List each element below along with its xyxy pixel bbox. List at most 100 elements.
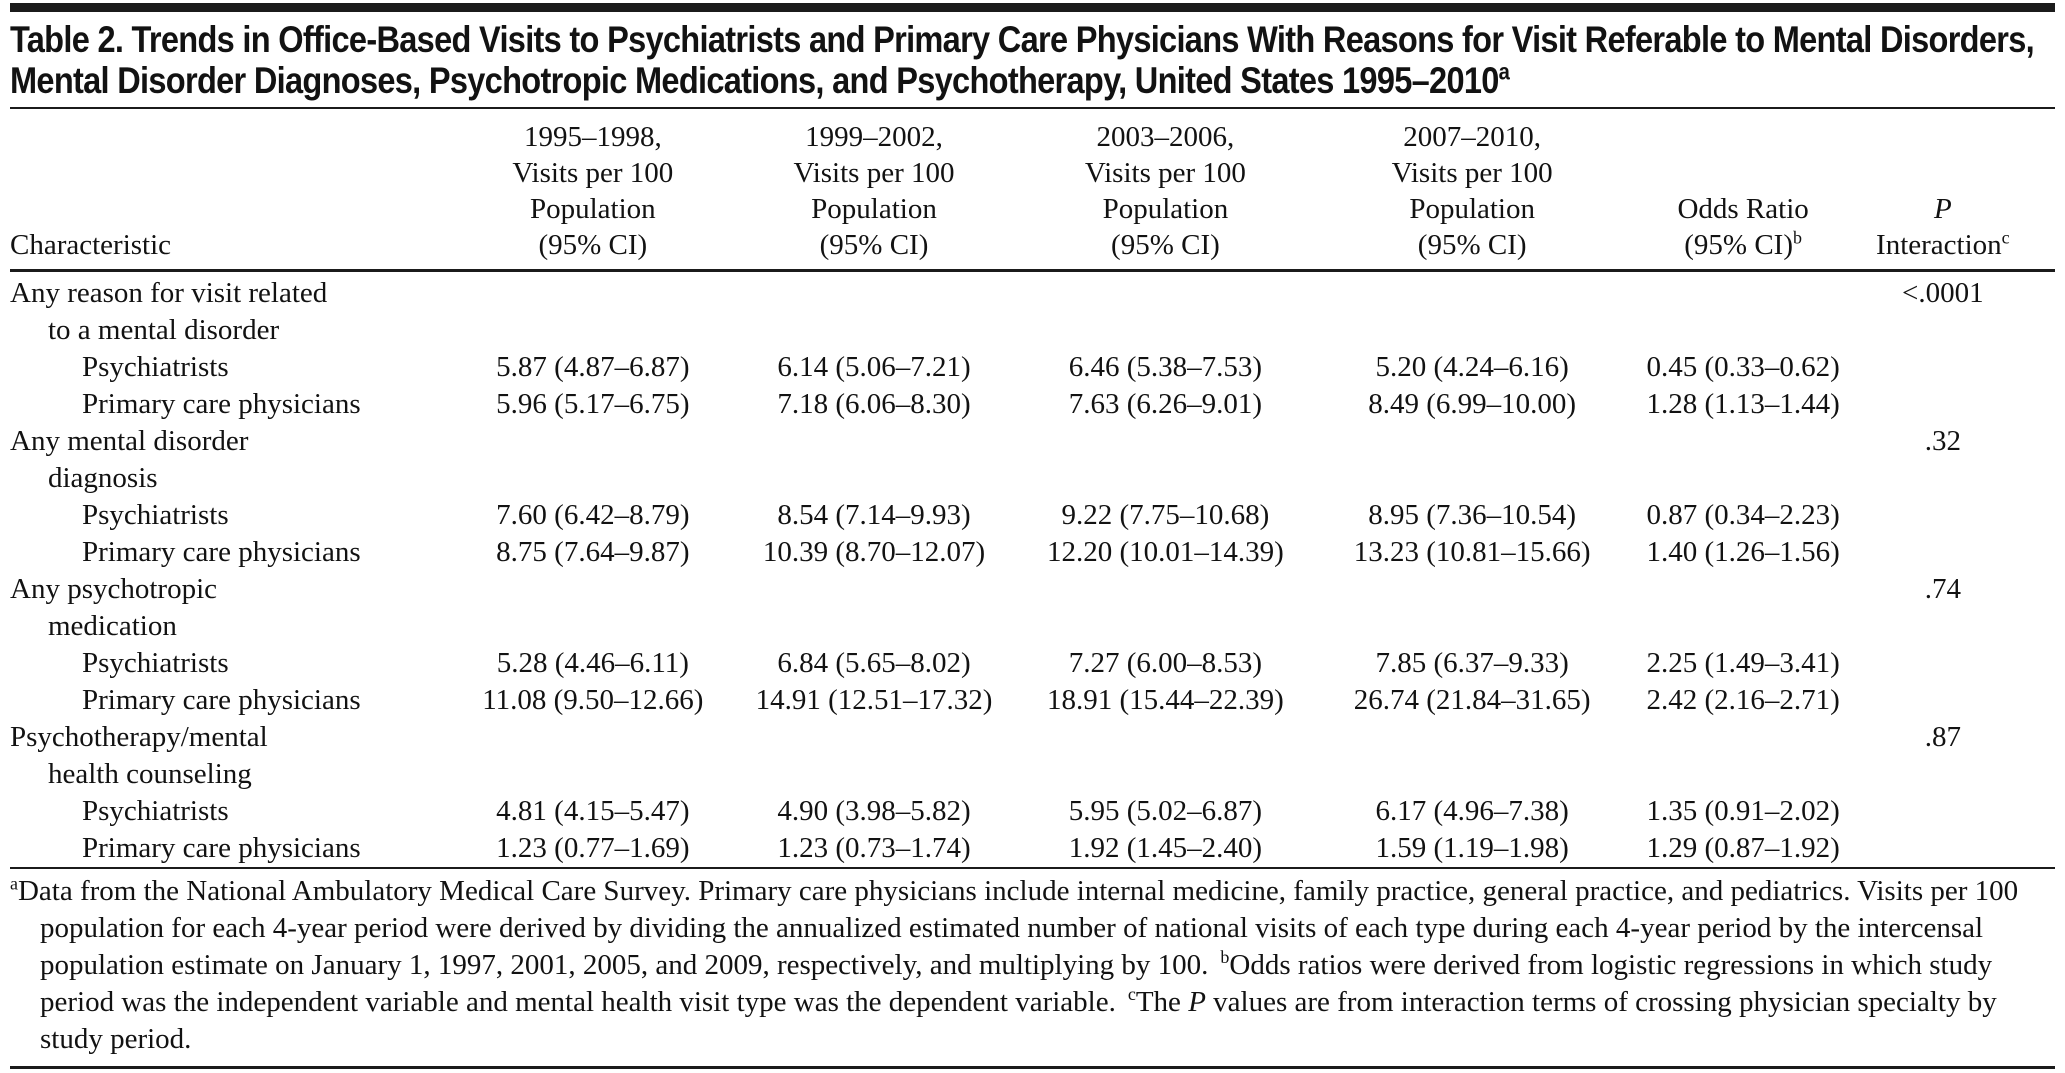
table-row-group: Psychotherapy/mental health counseling .… (10, 719, 2055, 793)
table-footnotes: aData from the National Ambulatory Medic… (10, 867, 2055, 1065)
table-header: Characteristic 1995–1998, Visits per 100… (10, 109, 2055, 272)
footnote-a-text: Data from the National Ambulatory Medica… (17, 875, 2019, 981)
cell-value: 0.87 (0.34–2.23) (1646, 499, 1840, 531)
col-header-period-1995-1998: 1995–1998, Visits per 100 Population (95… (449, 109, 736, 272)
table-title-text: Table 2. Trends in Office-Based Visits t… (10, 19, 2035, 101)
p-interaction-value: <.0001 (1902, 277, 1984, 309)
row-label: Primary care physicians (82, 388, 361, 420)
cell-value: 5.20 (4.24–6.16) (1375, 351, 1569, 383)
cell-value: 9.22 (7.75–10.68) (1061, 499, 1270, 531)
footnote-a-marker: a (10, 873, 18, 894)
col-header-period-1999-2002: 1999–2002, Visits per 100 Population (95… (735, 109, 1013, 272)
cell-value: 7.27 (6.00–8.53) (1068, 647, 1263, 679)
cell-value: 1.35 (0.91–2.02) (1646, 795, 1840, 827)
row-label: Psychiatrists (82, 795, 229, 827)
row-label: Primary care physicians (82, 832, 361, 864)
table-row-group: Any mental disorder diagnosis .32 (10, 423, 2055, 497)
cell-value: 2.42 (2.16–2.71) (1646, 684, 1840, 716)
table-row: Psychiatrists 7.60 (6.42–8.79) 8.54 (7.1… (10, 497, 2055, 534)
col-header-period-2003-2006: 2003–2006, Visits per 100 Population (95… (1012, 109, 1319, 272)
header-row: Characteristic 1995–1998, Visits per 100… (10, 109, 2055, 272)
row-label: Psychiatrists (82, 499, 229, 531)
col-header-characteristic: Characteristic (10, 109, 450, 272)
cell-value: 7.60 (6.42–8.79) (496, 499, 690, 531)
table-body: Any reason for visit related to a mental… (10, 271, 2055, 868)
footnote-b-marker: b (1220, 947, 1230, 968)
table-row: Psychiatrists 5.28 (4.46–6.11) 6.84 (5.6… (10, 645, 2055, 682)
cell-value: 6.17 (4.96–7.38) (1375, 795, 1569, 827)
group-label: Psychotherapy/mental health counseling (10, 721, 268, 790)
row-label: Psychiatrists (82, 647, 229, 679)
cell-value: 18.91 (15.44–22.39) (1046, 684, 1284, 716)
cell-value: 4.90 (3.98–5.82) (777, 795, 971, 827)
col-header-p-interaction: P Interactionc (1860, 109, 2055, 272)
cell-value: 10.39 (8.70–12.07) (762, 536, 986, 568)
group-label: Any mental disorder diagnosis (10, 425, 249, 494)
cell-value: 1.40 (1.26–1.56) (1646, 536, 1840, 568)
p-interaction-value: .32 (1924, 425, 1961, 457)
cell-value: 1.23 (0.73–1.74) (777, 832, 971, 864)
cell-value: 5.96 (5.17–6.75) (496, 388, 690, 420)
table-row-group: Any psychotropic medication .74 (10, 571, 2055, 645)
cell-value: 1.59 (1.19–1.98) (1375, 832, 1569, 864)
cell-value: 13.23 (10.81–15.66) (1353, 536, 1591, 568)
table-row: Primary care physicians 11.08 (9.50–12.6… (10, 682, 2055, 719)
p-header-line2: Interaction (1876, 229, 2002, 261)
cell-value: 14.91 (12.51–17.32) (755, 684, 993, 716)
cell-value: 4.81 (4.15–5.47) (496, 795, 690, 827)
footnote-c-italic-p: P (1188, 986, 1206, 1018)
title-rule (10, 107, 2055, 109)
cell-value: 2.25 (1.49–3.41) (1646, 647, 1840, 679)
cell-value: 1.28 (1.13–1.44) (1646, 388, 1840, 420)
cell-value: 0.45 (0.33–0.62) (1646, 351, 1840, 383)
cell-value: 8.49 (6.99–10.00) (1368, 388, 1577, 420)
footnote-c-text-post: values are from interaction terms of cro… (40, 986, 1997, 1055)
cell-value: 1.92 (1.45–2.40) (1068, 832, 1263, 864)
group-label: Any psychotropic medication (10, 573, 217, 642)
p-header-line1: P (1933, 193, 1952, 225)
table-row: Psychiatrists 5.87 (4.87–6.87) 6.14 (5.0… (10, 349, 2055, 386)
cell-value: 11.08 (9.50–12.66) (482, 684, 704, 716)
table-title: Table 2. Trends in Office-Based Visits t… (10, 19, 2054, 101)
bottom-rule (10, 1066, 2055, 1069)
odds-ratio-line2: (95% CI) (1684, 229, 1793, 261)
p-header-footnote-marker: c (2001, 227, 2010, 248)
cell-value: 1.23 (0.77–1.69) (496, 832, 690, 864)
footnote-c-marker: c (1127, 984, 1136, 1005)
cell-value: 5.95 (5.02–6.87) (1068, 795, 1263, 827)
table-row: Primary care physicians 1.23 (0.77–1.69)… (10, 830, 2055, 867)
table-row-group: Any reason for visit related to a mental… (10, 271, 2055, 350)
cell-value: 6.14 (5.06–7.21) (777, 351, 971, 383)
data-table: Characteristic 1995–1998, Visits per 100… (10, 109, 2055, 867)
odds-ratio-footnote-marker: b (1792, 227, 1802, 248)
footnote-b-text: Odds ratios were derived from logistic r… (40, 949, 1993, 1018)
cell-value: 5.87 (4.87–6.87) (496, 351, 690, 383)
cell-value: 6.46 (5.38–7.53) (1068, 351, 1263, 383)
table-row: Primary care physicians 5.96 (5.17–6.75)… (10, 386, 2055, 423)
col-header-odds-ratio: Odds Ratio (95% CI)b (1625, 109, 1861, 272)
group-label: Any reason for visit related to a mental… (10, 277, 328, 346)
cell-value: 8.75 (7.64–9.87) (496, 536, 690, 568)
row-label: Psychiatrists (82, 351, 229, 383)
p-interaction-value: .74 (1924, 573, 1961, 605)
footnote-c-text-pre: The (1135, 986, 1189, 1018)
title-footnote-marker: a (1498, 58, 1510, 85)
row-label: Primary care physicians (82, 684, 361, 716)
cell-value: 6.84 (5.65–8.02) (777, 647, 971, 679)
cell-value: 7.63 (6.26–9.01) (1068, 388, 1263, 420)
table-row: Primary care physicians 8.75 (7.64–9.87)… (10, 534, 2055, 571)
cell-value: 1.29 (0.87–1.92) (1646, 832, 1840, 864)
cell-value: 7.85 (6.37–9.33) (1375, 647, 1569, 679)
cell-value: 7.18 (6.06–8.30) (777, 388, 971, 420)
col-header-period-2007-2010: 2007–2010, Visits per 100 Population (95… (1318, 109, 1626, 272)
row-label: Primary care physicians (82, 536, 361, 568)
cell-value: 26.74 (21.84–31.65) (1353, 684, 1591, 716)
odds-ratio-line1: Odds Ratio (1677, 193, 1809, 225)
cell-value: 8.54 (7.14–9.93) (777, 499, 971, 531)
cell-value: 5.28 (4.46–6.11) (496, 647, 689, 679)
cell-value: 12.20 (10.01–14.39) (1046, 536, 1284, 568)
table-row: Psychiatrists 4.81 (4.15–5.47) 4.90 (3.9… (10, 793, 2055, 830)
cell-value: 8.95 (7.36–10.54) (1368, 499, 1577, 531)
top-rule (10, 3, 2055, 12)
